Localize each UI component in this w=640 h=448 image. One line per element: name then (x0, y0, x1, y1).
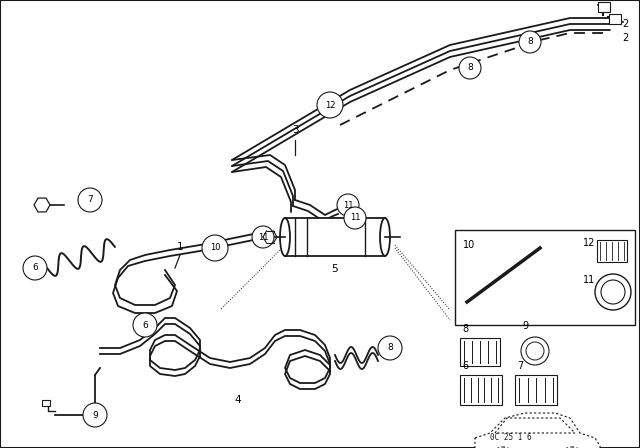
Bar (460, 338, 500, 366)
Circle shape (344, 207, 366, 229)
Polygon shape (475, 413, 600, 448)
Circle shape (519, 31, 541, 53)
Bar (460, 375, 502, 405)
Text: 7: 7 (87, 195, 93, 204)
Text: 0C 25 1 6: 0C 25 1 6 (490, 433, 532, 442)
Circle shape (378, 336, 402, 360)
Text: 2: 2 (622, 19, 628, 29)
Circle shape (23, 256, 47, 280)
Text: 10: 10 (210, 244, 220, 253)
Text: 4: 4 (235, 395, 241, 405)
Circle shape (559, 447, 585, 448)
Circle shape (133, 313, 157, 337)
Text: 6: 6 (142, 320, 148, 329)
Text: 11: 11 (583, 275, 595, 285)
Polygon shape (495, 418, 575, 433)
Text: 10: 10 (463, 240, 476, 250)
Text: 8: 8 (387, 344, 393, 353)
Text: 6: 6 (32, 263, 38, 272)
Bar (515, 375, 557, 405)
Text: 1: 1 (177, 242, 183, 252)
Polygon shape (34, 198, 50, 212)
Ellipse shape (280, 218, 290, 256)
Bar (597, 240, 627, 262)
Text: 5: 5 (332, 264, 339, 274)
Circle shape (459, 57, 481, 79)
Text: 12: 12 (324, 100, 335, 109)
Circle shape (595, 274, 631, 310)
Circle shape (78, 188, 102, 212)
Circle shape (601, 280, 625, 304)
Bar (42, 400, 50, 406)
Circle shape (317, 92, 343, 118)
Circle shape (252, 226, 274, 248)
Text: 2: 2 (622, 33, 628, 43)
Bar (455, 230, 635, 325)
Text: 8: 8 (467, 64, 473, 73)
Text: 3: 3 (292, 125, 298, 135)
Text: 6: 6 (462, 361, 468, 371)
Circle shape (83, 403, 107, 427)
Text: 8: 8 (527, 38, 533, 47)
Text: 11: 11 (349, 214, 360, 223)
Text: 12: 12 (583, 238, 595, 248)
Text: 9: 9 (92, 410, 98, 419)
Circle shape (521, 337, 549, 365)
Ellipse shape (380, 218, 390, 256)
Bar (598, 2, 610, 12)
Text: 9: 9 (522, 321, 528, 331)
Bar (285, 218, 385, 256)
Circle shape (337, 194, 359, 216)
Text: 11: 11 (258, 233, 268, 241)
Text: 7: 7 (517, 361, 524, 371)
Circle shape (526, 342, 544, 360)
Circle shape (202, 235, 228, 261)
Circle shape (490, 447, 516, 448)
Bar (609, 14, 621, 24)
Text: 11: 11 (343, 201, 353, 210)
Text: 8: 8 (462, 324, 468, 334)
